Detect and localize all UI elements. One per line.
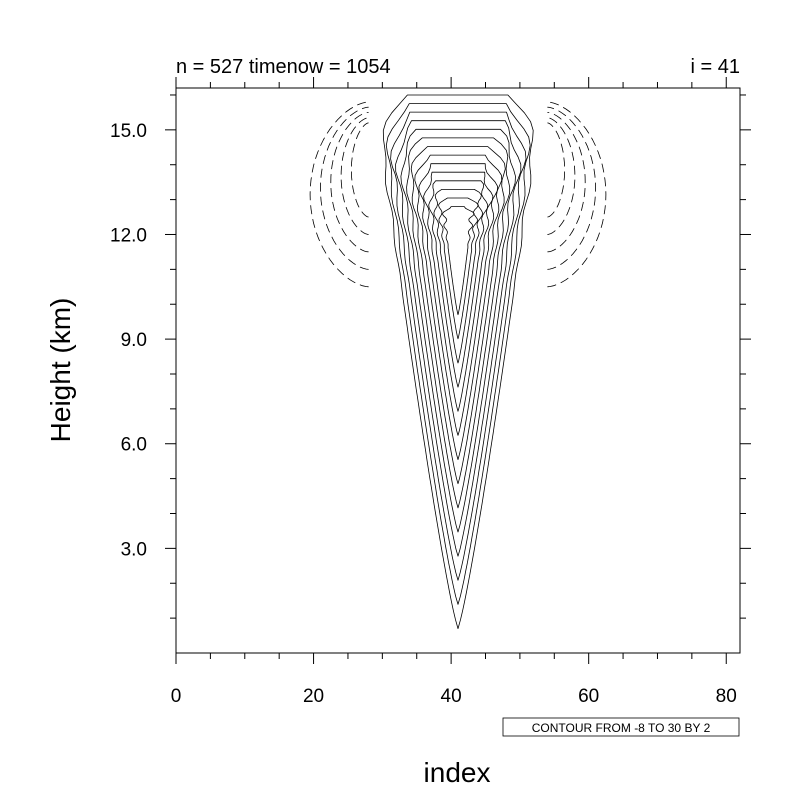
x-tick-label: 20 (303, 686, 324, 707)
positive-contour (406, 137, 511, 509)
negative-contour (547, 106, 596, 270)
positive-contour (418, 163, 498, 436)
negative-contour (351, 122, 369, 218)
contour-info-box (502, 717, 740, 737)
positive-contour (423, 171, 494, 412)
positive-contour (438, 197, 479, 340)
negative-contour (320, 106, 369, 270)
negative-contour (547, 122, 565, 218)
negative-contour (309, 101, 369, 288)
positive-contour (395, 120, 522, 557)
x-tick-label: 40 (441, 686, 462, 707)
y-tick-label: 12.0 (110, 225, 147, 246)
chart-title-right: i = 41 (691, 56, 740, 78)
positive-contour (390, 111, 527, 581)
axis-ticks (165, 77, 751, 664)
y-tick-labels: 3.0 6.0 9.0 12.0 15.0 (110, 121, 147, 561)
y-axis-title: Height (km) (45, 298, 76, 443)
plot-frame (175, 87, 741, 654)
x-tick-labels: 0 20 40 60 80 (171, 686, 737, 707)
x-tick-label: 0 (171, 686, 182, 707)
positive-contour (385, 103, 531, 605)
positive-contour (410, 146, 506, 485)
positive-contour (433, 189, 483, 364)
positive-contour (442, 206, 475, 316)
x-tick-label: 60 (578, 686, 599, 707)
y-tick-label: 3.0 (121, 539, 147, 560)
negative-contour (547, 112, 586, 253)
chart-title-left: n = 527 timenow = 1054 (176, 56, 391, 78)
y-tick-label: 15.0 (110, 121, 147, 142)
positive-contour (400, 128, 516, 533)
negative-contour (547, 101, 607, 288)
contour-lines (309, 94, 607, 629)
negative-contour (547, 117, 576, 235)
x-axis-title: index (424, 757, 491, 788)
positive-contour (414, 154, 503, 460)
y-tick-label: 9.0 (121, 330, 147, 351)
negative-contour (340, 117, 369, 235)
x-tick-label: 80 (716, 686, 737, 707)
contour-info-label: CONTOUR FROM -8 TO 30 BY 2 (532, 721, 711, 735)
positive-contour (382, 94, 534, 629)
positive-contour (428, 180, 489, 388)
negative-contour (330, 112, 369, 253)
y-tick-label: 6.0 (121, 435, 147, 456)
